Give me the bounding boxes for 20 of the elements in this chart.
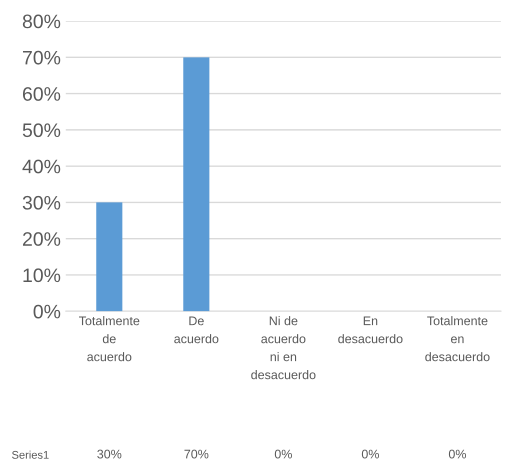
text: 0% (274, 450, 292, 459)
y-tick-label: 70% (23, 50, 60, 65)
text: 0% (448, 450, 466, 459)
x-tick-label: Totalmente de acuerdo (79, 316, 140, 362)
y-tick-label: 30% (22, 196, 60, 210)
y-tick-label: 40% (22, 160, 60, 174)
y-tick-label: 20% (22, 232, 60, 246)
text: 0% (362, 450, 379, 459)
y-tick-label: 0% (34, 304, 60, 318)
x-tick-label: Ni de acuerdo ni en desacuerdo (251, 316, 316, 380)
y-tick-label: 10% (23, 268, 60, 282)
text: Series1 (12, 450, 49, 459)
x-tick-label: Totalmente en desacuerdo (425, 316, 490, 362)
y-tick-label: 50% (22, 123, 60, 138)
x-tick-label: En desacuerdo (338, 316, 403, 344)
y-tick-label: 60% (22, 87, 60, 101)
x-tick-label: De acuerdo (174, 316, 218, 344)
text: 70% (184, 450, 208, 459)
y-tick-label: 80% (22, 14, 60, 28)
text: 30% (97, 450, 122, 459)
